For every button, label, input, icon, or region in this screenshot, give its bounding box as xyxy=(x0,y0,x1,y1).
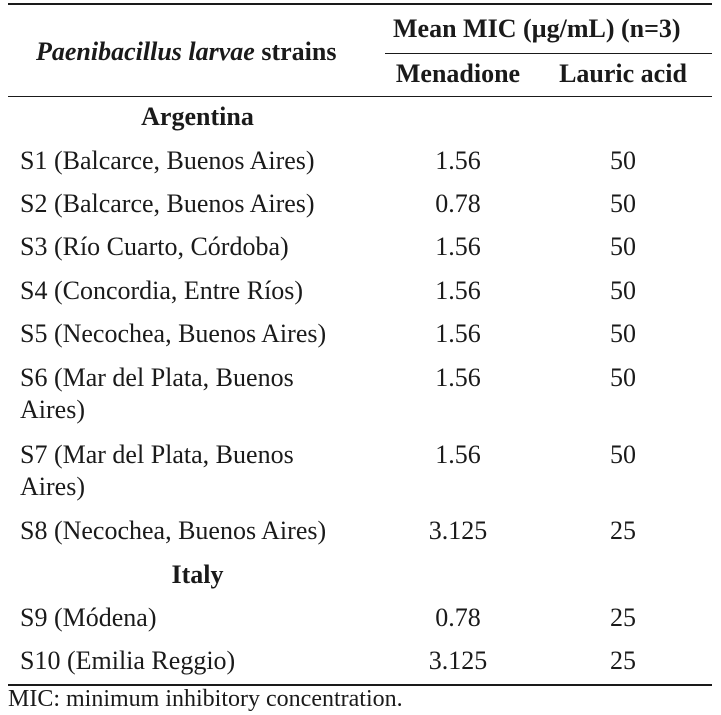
table-row-lauric: 50 xyxy=(610,363,636,392)
mic-group-underline xyxy=(385,53,712,54)
table-row-menadione: 1.56 xyxy=(435,363,481,392)
species-name: Paenibacillus larvae xyxy=(36,37,255,66)
group-label-argentina: Argentina xyxy=(141,102,254,131)
table-row-menadione: 1.56 xyxy=(435,232,481,261)
table-row-menadione: 1.56 xyxy=(435,440,481,469)
menadione-column-header: Menadione xyxy=(395,59,521,88)
group-label-italy: Italy xyxy=(171,560,224,589)
table-row-lauric: 25 xyxy=(610,646,636,675)
table-row-strain: S9 (Módena) xyxy=(20,603,157,632)
table-footnote: MIC: minimum inhibitory concentration. xyxy=(8,686,403,712)
table-row-menadione: 1.56 xyxy=(435,276,481,305)
table-row-strain: S10 (Emilia Reggio) xyxy=(20,646,236,675)
table-row-menadione: 1.56 xyxy=(435,319,481,348)
table-row-lauric: 50 xyxy=(610,232,636,261)
table-row-menadione: 1.56 xyxy=(435,146,481,175)
table-top-rule xyxy=(8,3,712,5)
table-row-menadione: 3.125 xyxy=(428,516,488,545)
table-row-strain: S7 (Mar del Plata, Buenos Aires) xyxy=(20,440,294,501)
table-row-lauric: 50 xyxy=(610,276,636,305)
table-row-lauric: 25 xyxy=(610,516,636,545)
table-row-strain: S6 (Mar del Plata, Buenos Aires) xyxy=(20,363,294,424)
table-row-lauric: 50 xyxy=(610,319,636,348)
strain-column-header: Paenibacillus larvae strains xyxy=(36,36,336,68)
table-row-strain: S3 (Río Cuarto, Córdoba) xyxy=(20,232,289,261)
strain-header-suffix: strains xyxy=(254,37,337,66)
table-row-strain: S8 (Necochea, Buenos Aires) xyxy=(20,516,327,545)
table-row-lauric: 25 xyxy=(610,603,636,632)
table-row-menadione: 3.125 xyxy=(428,646,488,675)
table-row-strain: S2 (Balcarce, Buenos Aires) xyxy=(20,189,315,218)
table-row-strain: S5 (Necochea, Buenos Aires) xyxy=(20,319,327,348)
lauric-column-header: Lauric acid xyxy=(559,59,687,88)
table-row-menadione: 0.78 xyxy=(435,189,481,218)
table-bottom-rule xyxy=(8,684,712,686)
mic-group-header: Mean MIC (µg/mL) (n=3) xyxy=(393,14,681,43)
table-row-strain: S1 (Balcarce, Buenos Aires) xyxy=(20,146,315,175)
table-row-lauric: 50 xyxy=(610,146,636,175)
table-row-lauric: 50 xyxy=(610,440,636,469)
table-row-menadione: 0.78 xyxy=(435,603,481,632)
header-bottom-rule xyxy=(8,96,712,97)
table-row-strain: S4 (Concordia, Entre Ríos) xyxy=(20,276,304,305)
table-row-lauric: 50 xyxy=(610,189,636,218)
